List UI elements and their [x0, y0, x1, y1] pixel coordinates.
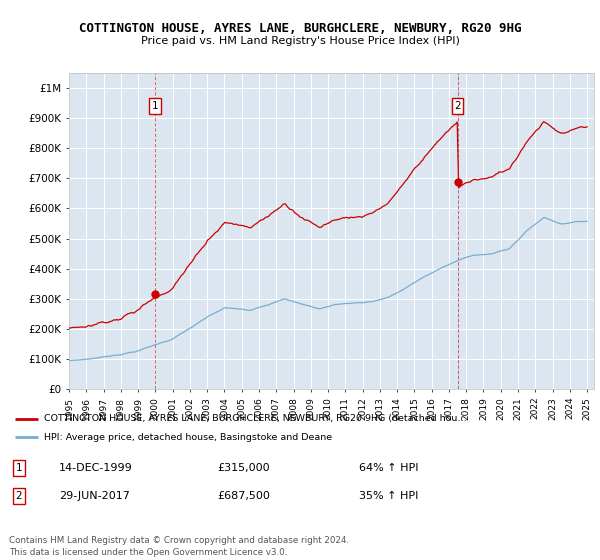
- Text: Price paid vs. HM Land Registry's House Price Index (HPI): Price paid vs. HM Land Registry's House …: [140, 36, 460, 46]
- Text: 1: 1: [16, 463, 22, 473]
- Text: 29-JUN-2017: 29-JUN-2017: [59, 491, 130, 501]
- Text: COTTINGTON HOUSE, AYRES LANE, BURGHCLERE, NEWBURY, RG20 9HG (detached hou…: COTTINGTON HOUSE, AYRES LANE, BURGHCLERE…: [44, 414, 467, 423]
- Text: 2: 2: [16, 491, 22, 501]
- Text: 64% ↑ HPI: 64% ↑ HPI: [359, 463, 418, 473]
- Text: 2: 2: [454, 101, 461, 111]
- Text: COTTINGTON HOUSE, AYRES LANE, BURGHCLERE, NEWBURY, RG20 9HG: COTTINGTON HOUSE, AYRES LANE, BURGHCLERE…: [79, 22, 521, 35]
- Text: HPI: Average price, detached house, Basingstoke and Deane: HPI: Average price, detached house, Basi…: [44, 433, 332, 442]
- Text: Contains HM Land Registry data © Crown copyright and database right 2024.
This d: Contains HM Land Registry data © Crown c…: [9, 536, 349, 557]
- Text: 14-DEC-1999: 14-DEC-1999: [59, 463, 133, 473]
- Text: £315,000: £315,000: [218, 463, 271, 473]
- Text: 35% ↑ HPI: 35% ↑ HPI: [359, 491, 418, 501]
- Text: 1: 1: [151, 101, 158, 111]
- Text: £687,500: £687,500: [218, 491, 271, 501]
